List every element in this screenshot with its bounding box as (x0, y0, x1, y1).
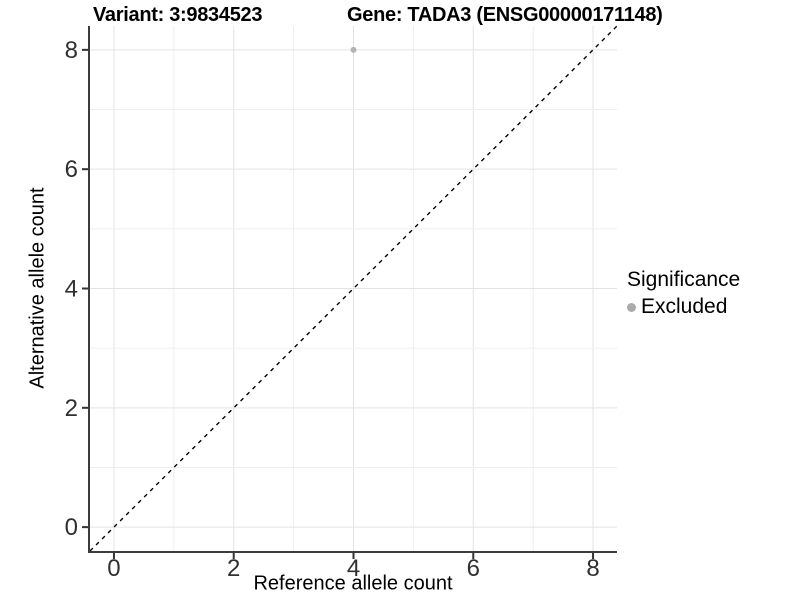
legend-title: Significance (627, 268, 741, 291)
svg-text:4: 4 (65, 276, 78, 303)
svg-text:0: 0 (65, 514, 78, 541)
svg-text:2: 2 (65, 395, 78, 422)
legend: Significance Excluded (627, 268, 740, 319)
gene-title: Gene: TADA3 (ENSG00000171148) (347, 4, 663, 26)
x-axis-title: Reference allele count (253, 572, 453, 595)
svg-text:8: 8 (65, 37, 78, 64)
svg-text:6: 6 (467, 555, 480, 582)
variant-title: Variant: 3:9834523 (93, 4, 263, 26)
svg-text:4: 4 (347, 555, 360, 582)
svg-text:6: 6 (65, 156, 78, 183)
svg-text:2: 2 (227, 555, 240, 582)
svg-text:8: 8 (586, 555, 599, 582)
legend-entry: Excluded (627, 295, 740, 319)
y-axis-title: Alternative allele count (26, 187, 49, 389)
legend-key-dot-icon (627, 302, 636, 312)
svg-text:0: 0 (107, 555, 120, 582)
legend-entry-label: Excluded (641, 295, 728, 318)
